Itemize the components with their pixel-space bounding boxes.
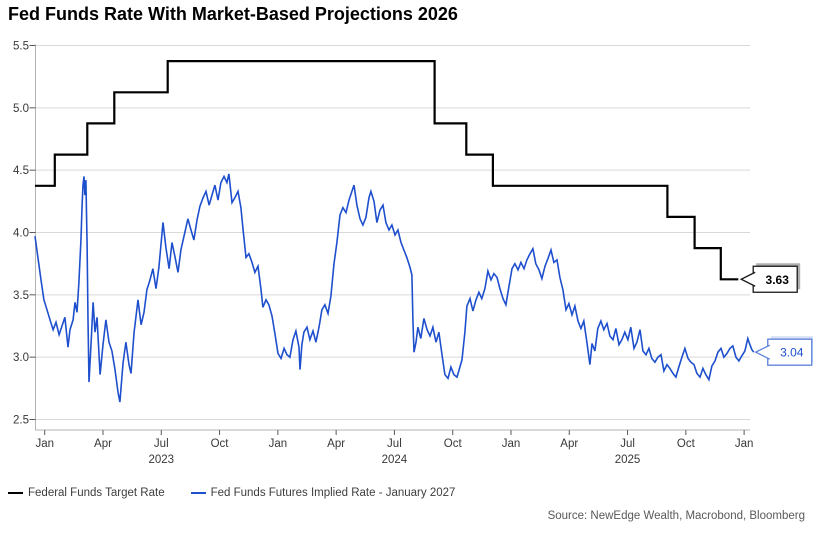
x-tick-label: Jan	[735, 438, 754, 450]
callout-pointer	[741, 272, 755, 287]
legend-label-target-rate: Federal Funds Target Rate	[28, 487, 165, 499]
implied-rate-line	[34, 173, 755, 403]
x-tick-label: Oct	[677, 438, 696, 450]
legend-item-target-rate: Federal Funds Target Rate	[8, 487, 165, 499]
legend-item-implied-rate: Fed Funds Futures Implied Rate - January…	[190, 487, 456, 499]
target-rate-line	[35, 60, 739, 281]
x-year-label: 2024	[382, 454, 408, 466]
y-tick-label: 4.0	[13, 228, 29, 240]
chart-title: Fed Funds Rate With Market-Based Project…	[8, 4, 458, 24]
x-tick-label: Jul	[620, 438, 635, 450]
callout-value: 3.63	[766, 273, 790, 287]
chart-plot-area: 5.5 5.0 4.5 4.0 3.5 3.0 2.5 Jan Apr Jul Oct Jan Apr J…	[13, 41, 813, 466]
x-tick-label: Apr	[94, 438, 112, 450]
y-tick-label: 3.5	[13, 290, 29, 302]
y-tick-label: 4.5	[13, 165, 29, 177]
x-tick-label: Apr	[560, 438, 578, 450]
callout-pointer-outline	[739, 271, 756, 287]
callout-pointer	[755, 345, 769, 360]
y-tick-label: 3.0	[13, 352, 29, 364]
y-tick-label: 2.5	[13, 415, 29, 427]
x-tick-label: Jul	[154, 438, 169, 450]
x-tick-label: Jan	[269, 438, 288, 450]
x-tick-label: Oct	[444, 438, 463, 450]
callout-value: 3.04	[780, 346, 804, 360]
y-tick-label: 5.0	[13, 103, 29, 115]
source-credit: Source: NewEdge Wealth, Macrobond, Bloom…	[547, 510, 805, 522]
x-tick-label: Oct	[211, 438, 230, 450]
x-tick-label: Jan	[35, 438, 54, 450]
x-year-label: 2025	[615, 454, 641, 466]
x-tick-label: Jan	[502, 438, 521, 450]
legend-label-implied-rate: Fed Funds Futures Implied Rate - January…	[210, 487, 456, 499]
implied-rate-line-swatch	[190, 492, 206, 494]
target-rate-line-swatch	[8, 492, 23, 494]
x-year-label: 2023	[148, 454, 174, 466]
y-tick-label: 5.5	[13, 41, 29, 53]
callout-box	[767, 338, 813, 366]
callout-pointer-outline	[754, 344, 771, 360]
x-tick-label: Apr	[327, 438, 345, 450]
x-tick-label: Jul	[387, 438, 402, 450]
legend: Federal Funds Target Rate Fed Funds Futu…	[8, 487, 455, 499]
